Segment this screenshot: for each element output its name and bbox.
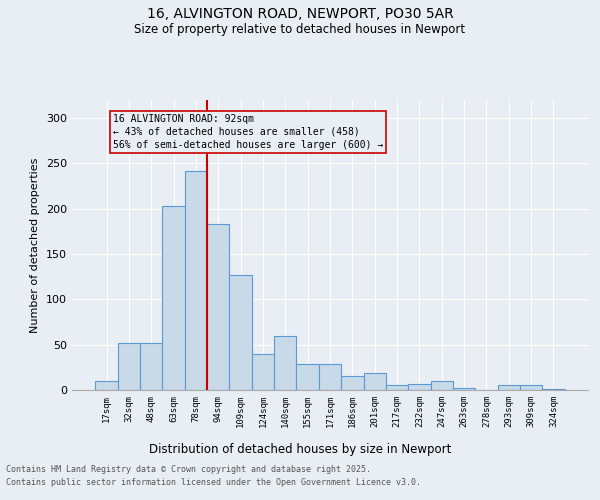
Bar: [497, 386, 520, 390]
Text: 16 ALVINGTON ROAD: 92sqm
← 43% of detached houses are smaller (458)
56% of semi-: 16 ALVINGTON ROAD: 92sqm ← 43% of detach…: [113, 114, 383, 150]
Text: Contains public sector information licensed under the Open Government Licence v3: Contains public sector information licen…: [6, 478, 421, 487]
Bar: [252, 354, 274, 390]
Bar: [274, 336, 296, 390]
Bar: [408, 384, 431, 390]
Bar: [386, 386, 408, 390]
Bar: [185, 170, 207, 390]
Bar: [364, 373, 386, 390]
Text: Contains HM Land Registry data © Crown copyright and database right 2025.: Contains HM Land Registry data © Crown c…: [6, 466, 371, 474]
Y-axis label: Number of detached properties: Number of detached properties: [31, 158, 40, 332]
Bar: [453, 388, 475, 390]
Bar: [296, 364, 319, 390]
Bar: [520, 384, 542, 390]
Bar: [95, 381, 118, 390]
Bar: [229, 275, 252, 390]
Bar: [163, 206, 185, 390]
Bar: [542, 389, 565, 390]
Bar: [319, 364, 341, 390]
Text: 16, ALVINGTON ROAD, NEWPORT, PO30 5AR: 16, ALVINGTON ROAD, NEWPORT, PO30 5AR: [146, 8, 454, 22]
Bar: [341, 376, 364, 390]
Text: Size of property relative to detached houses in Newport: Size of property relative to detached ho…: [134, 22, 466, 36]
Bar: [140, 343, 163, 390]
Bar: [118, 343, 140, 390]
Bar: [431, 381, 453, 390]
Bar: [207, 224, 229, 390]
Text: Distribution of detached houses by size in Newport: Distribution of detached houses by size …: [149, 442, 451, 456]
